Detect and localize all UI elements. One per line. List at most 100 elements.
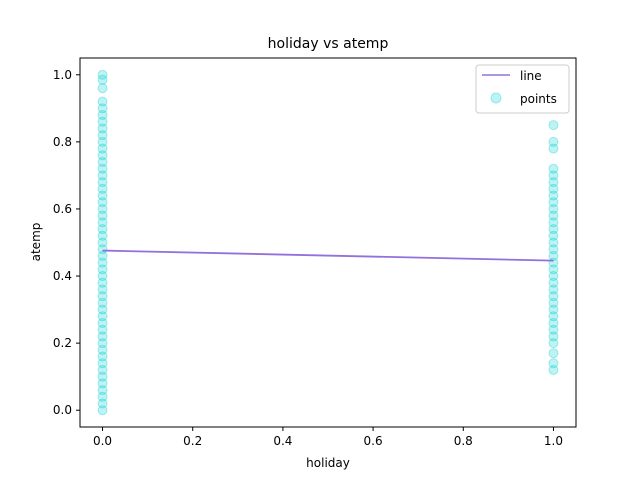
points-layer	[97, 69, 559, 416]
scatter-point	[548, 143, 559, 154]
scatter-point	[97, 371, 108, 382]
scatter-point	[97, 217, 108, 228]
scatter-point	[97, 398, 108, 409]
y-tick-label: 0.8	[53, 135, 72, 149]
scatter-point	[97, 264, 108, 275]
x-tick-label: 0.4	[273, 434, 292, 448]
plot-area	[80, 58, 576, 427]
x-tick-label: 0.8	[454, 434, 473, 448]
scatter-point	[97, 210, 108, 221]
scatter-point	[97, 96, 108, 107]
scatter-point	[97, 224, 108, 235]
scatter-point	[97, 177, 108, 188]
scatter-point	[97, 103, 108, 114]
legend-label-line: line	[520, 69, 542, 83]
scatter-point	[97, 318, 108, 329]
scatter-point	[548, 284, 559, 295]
scatter-point	[97, 277, 108, 288]
y-tick-label: 0.4	[53, 269, 72, 283]
scatter-point	[97, 358, 108, 369]
scatter-point	[97, 69, 108, 80]
y-axis-label: atemp	[29, 223, 43, 262]
y-axis-ticks: 0.0 0.2 0.4 0.6 0.8 1.0	[53, 68, 80, 417]
scatter-point	[97, 297, 108, 308]
scatter-point	[97, 324, 108, 335]
scatter-point	[548, 217, 559, 228]
scatter-point	[97, 385, 108, 396]
x-axis-label: holiday	[306, 456, 350, 470]
scatter-point	[97, 271, 108, 282]
scatter-point	[97, 378, 108, 389]
scatter-point	[97, 203, 108, 214]
scatter-point	[548, 277, 559, 288]
x-axis-ticks: 0.0 0.2 0.4 0.6 0.8 1.0	[93, 427, 563, 448]
scatter-point	[97, 116, 108, 127]
scatter-point	[548, 136, 559, 147]
scatter-point	[548, 348, 559, 359]
scatter-point	[548, 230, 559, 241]
scatter-point	[548, 237, 559, 248]
scatter-point	[548, 324, 559, 335]
x-tick-label: 0.2	[183, 434, 202, 448]
axes-frame	[79, 57, 577, 428]
scatter-point	[548, 177, 559, 188]
scatter-point	[97, 405, 108, 416]
scatter-point	[97, 123, 108, 134]
scatter-point	[97, 197, 108, 208]
scatter-point	[97, 83, 108, 94]
scatter-point	[548, 271, 559, 282]
scatter-point	[548, 304, 559, 315]
scatter-point	[548, 170, 559, 181]
scatter-point	[548, 244, 559, 255]
scatter-point	[548, 203, 559, 214]
scatter-point	[548, 190, 559, 201]
x-tick-label: 0.6	[364, 434, 383, 448]
scatter-point	[97, 291, 108, 302]
scatter-point	[97, 391, 108, 402]
scatter-point	[548, 183, 559, 194]
scatter-point	[548, 358, 559, 369]
scatter-point	[548, 338, 559, 349]
y-tick-label: 1.0	[53, 68, 72, 82]
legend-box	[475, 64, 570, 114]
scatter-point	[97, 364, 108, 375]
scatter-point	[97, 163, 108, 174]
scatter-point	[548, 210, 559, 221]
scatter-point	[97, 311, 108, 322]
scatter-point	[97, 143, 108, 154]
scatter-point	[548, 197, 559, 208]
scatter-point	[97, 338, 108, 349]
scatter-point	[97, 130, 108, 141]
trend-line	[102, 249, 554, 262]
y-tick-label: 0.6	[53, 202, 72, 216]
scatter-point	[97, 284, 108, 295]
scatter-point	[548, 318, 559, 329]
legend-label-points: points	[520, 92, 557, 106]
chart-title: holiday vs atemp	[268, 36, 389, 52]
scatter-point	[97, 351, 108, 362]
scatter-point	[548, 163, 559, 174]
scatter-point	[97, 237, 108, 248]
scatter-point	[97, 183, 108, 194]
scatter-point	[548, 331, 559, 342]
scatter-point	[548, 120, 559, 131]
legend-points-swatch	[490, 92, 502, 104]
scatter-point	[548, 311, 559, 322]
scatter-point	[548, 297, 559, 308]
scatter-point	[97, 230, 108, 241]
scatter-point	[97, 304, 108, 315]
scatter-point	[97, 136, 108, 147]
scatter-point	[97, 190, 108, 201]
scatter-point	[97, 257, 108, 268]
scatter-point	[97, 156, 108, 167]
y-tick-label: 0.2	[53, 336, 72, 350]
x-tick-label: 0.0	[93, 434, 112, 448]
scatter-point	[97, 170, 108, 181]
scatter-point	[548, 224, 559, 235]
scatter-point	[97, 344, 108, 355]
y-tick-label: 0.0	[53, 403, 72, 417]
scatter-point	[548, 291, 559, 302]
scatter-point	[97, 110, 108, 121]
legend: line points	[475, 64, 570, 114]
